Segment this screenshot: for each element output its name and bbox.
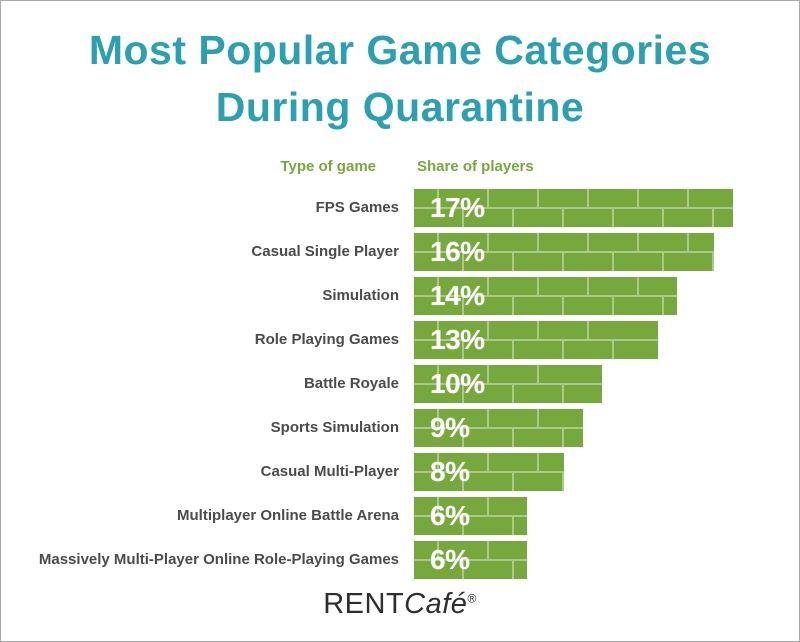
category-label: Simulation xyxy=(322,286,399,304)
category-label: Role Playing Games xyxy=(254,330,399,348)
logo-text-rent: RENT xyxy=(323,588,405,620)
type-of-game-header: Type of game xyxy=(280,158,376,175)
bar-value-label: 17% xyxy=(430,192,485,223)
category-label: Battle Royale xyxy=(303,374,399,392)
category-label: Casual Single Player xyxy=(251,242,399,260)
bar-chart: FPS Games 17% Casual Single Player 16% S… xyxy=(1,189,799,579)
logo-text-cafe: Café xyxy=(404,588,468,620)
bar-row: Massively Multi-Player Online Role-Playi… xyxy=(1,541,799,579)
bar-row: Simulation 14% xyxy=(1,277,799,315)
registered-trademark-icon: ® xyxy=(467,591,477,606)
bar-value-label: 8% xyxy=(430,456,470,487)
bar: 6% xyxy=(414,541,527,579)
bar-value-label: 6% xyxy=(430,500,470,531)
bar-row: Battle Royale 10% xyxy=(1,365,799,403)
category-label: Multiplayer Online Battle Arena xyxy=(177,506,399,524)
rentcafe-logo: RENTCafé® xyxy=(1,588,799,621)
bar-row: Multiplayer Online Battle Arena 6% xyxy=(1,497,799,535)
chart-title: Most Popular Game Categories During Quar… xyxy=(1,22,799,136)
bar: 9% xyxy=(414,409,583,447)
bar: 8% xyxy=(414,453,564,491)
bar: 10% xyxy=(414,365,602,403)
bar-row: Sports Simulation 9% xyxy=(1,409,799,447)
bar: 16% xyxy=(414,233,714,271)
bar-value-label: 6% xyxy=(430,544,470,575)
share-of-players-header: Share of players xyxy=(417,158,534,175)
category-label: Sports Simulation xyxy=(270,418,399,436)
bar: 14% xyxy=(414,277,677,315)
bar-value-label: 16% xyxy=(430,236,485,267)
bar-row: FPS Games 17% xyxy=(1,189,799,227)
bar-value-label: 9% xyxy=(430,412,470,443)
category-label: Massively Multi-Player Online Role-Playi… xyxy=(38,550,399,568)
bar-value-label: 13% xyxy=(430,324,485,355)
bar-value-label: 14% xyxy=(430,280,485,311)
bar: 17% xyxy=(414,189,733,227)
category-label: Casual Multi-Player xyxy=(260,462,399,480)
bar: 6% xyxy=(414,497,527,535)
bar-value-label: 10% xyxy=(430,368,485,399)
chart-title-line2: During Quarantine xyxy=(215,84,585,130)
bar-row: Casual Multi-Player 8% xyxy=(1,453,799,491)
category-label: FPS Games xyxy=(315,198,399,216)
column-headers: Type of game Share of players xyxy=(1,158,799,175)
bar: 13% xyxy=(414,321,658,359)
chart-title-line1: Most Popular Game Categories xyxy=(88,27,712,73)
bar-row: Casual Single Player 16% xyxy=(1,233,799,271)
bar-row: Role Playing Games 13% xyxy=(1,321,799,359)
